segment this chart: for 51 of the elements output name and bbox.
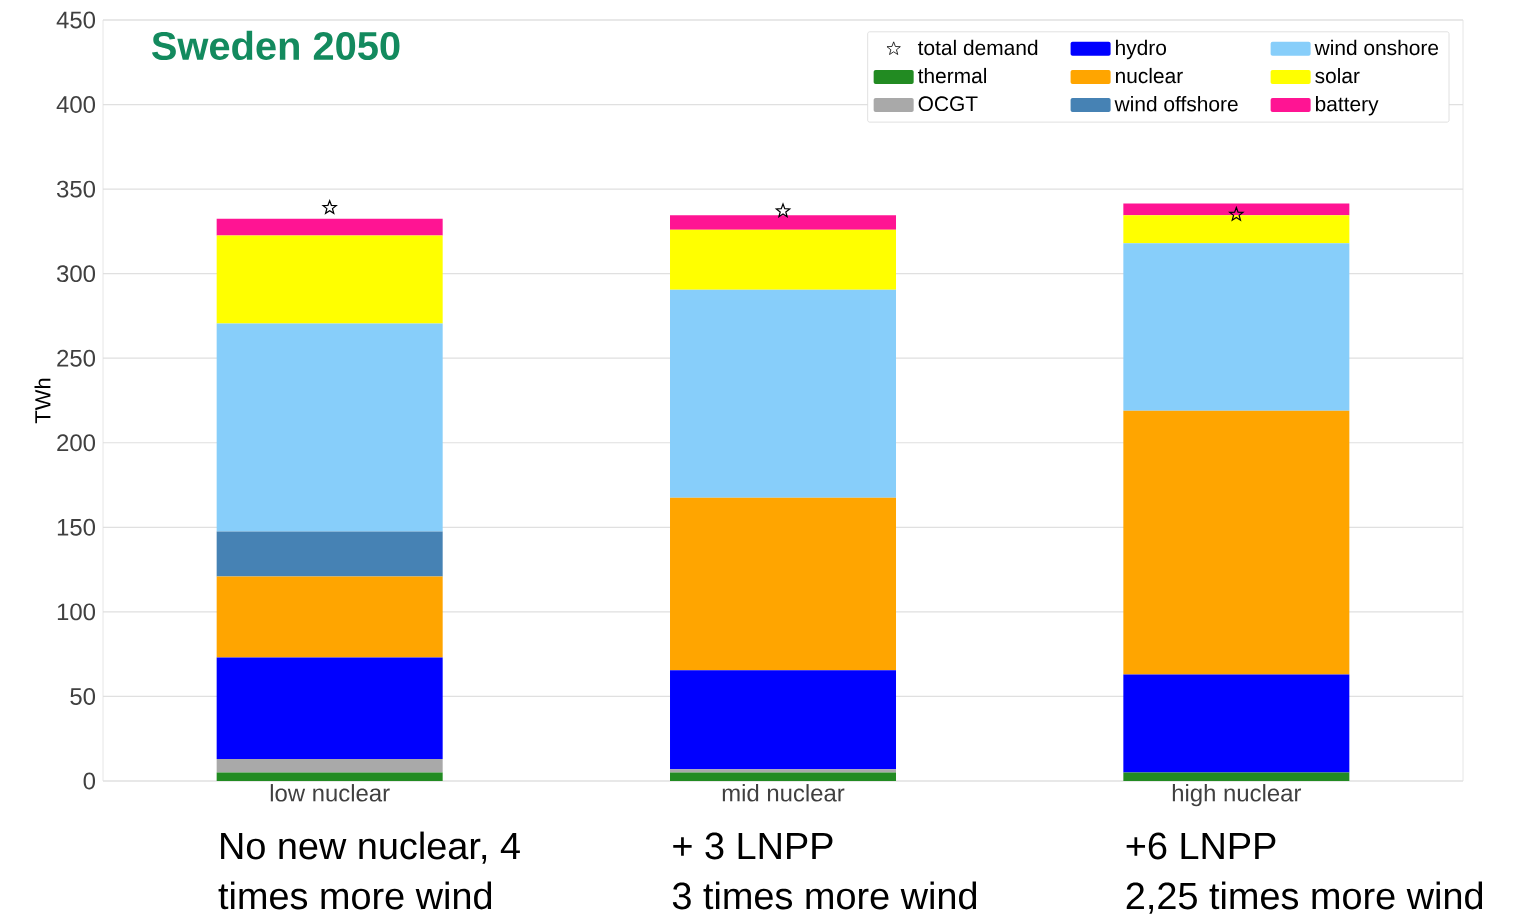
legend-label: solar (1315, 67, 1360, 84)
text: 2,25 times more wind (1126, 881, 1483, 914)
bar (216, 323, 443, 532)
bar (1123, 674, 1350, 773)
bar (1123, 772, 1350, 781)
legend-label: hydro (1116, 39, 1167, 60)
y-tick-label: 450 (56, 11, 96, 29)
bar (216, 759, 443, 773)
y-tick-label: 350 (56, 180, 96, 198)
y-tick-label: 200 (57, 434, 96, 452)
bar (1123, 410, 1350, 675)
bar (216, 576, 443, 658)
text: +6 LNPP (1126, 832, 1276, 860)
legend-label: nuclear (1115, 67, 1183, 84)
bar (670, 229, 897, 290)
x-tick-label: high nuclear (1172, 784, 1302, 807)
x-tick-label: mid nuclear (722, 784, 845, 802)
y-tick-label: 250 (57, 349, 96, 367)
bar (670, 769, 897, 773)
legend-label: battery (1315, 96, 1379, 116)
legend-label: wind onshore (1314, 39, 1439, 56)
text: 3 times more wind (672, 881, 977, 910)
x-tick-label: low nuclear (270, 784, 390, 802)
y-tick-label: 100 (57, 603, 96, 621)
bar (670, 670, 897, 770)
y-tick-label: 150 (57, 518, 96, 536)
bar (670, 772, 897, 781)
bar (216, 657, 443, 760)
bar (1123, 243, 1350, 411)
bar (216, 531, 443, 577)
y-tick-label: 50 (70, 687, 96, 705)
y-tick-label: 400 (56, 96, 96, 113)
legend-label: OCGT (918, 96, 978, 112)
text: + 3 LNPP (673, 832, 833, 860)
bar (670, 497, 897, 671)
bar (670, 289, 897, 498)
bar (1123, 203, 1350, 216)
bar (1123, 215, 1350, 244)
legend-label: thermal (917, 67, 986, 84)
bar (670, 215, 897, 230)
legend-label: wind offshore (1114, 96, 1238, 112)
legend-label: total demand (917, 39, 1038, 56)
text: times more wind (218, 881, 492, 910)
text: No new nuclear, 4 (221, 831, 520, 864)
y-tick-label: 0 (83, 772, 96, 790)
bar (216, 235, 443, 324)
y-tick-label: 300 (56, 265, 96, 283)
bar (216, 218, 443, 236)
bar (216, 772, 443, 781)
chart-title: Sweden 2050 (151, 30, 400, 61)
y-axis-title: TWh (34, 378, 51, 424)
